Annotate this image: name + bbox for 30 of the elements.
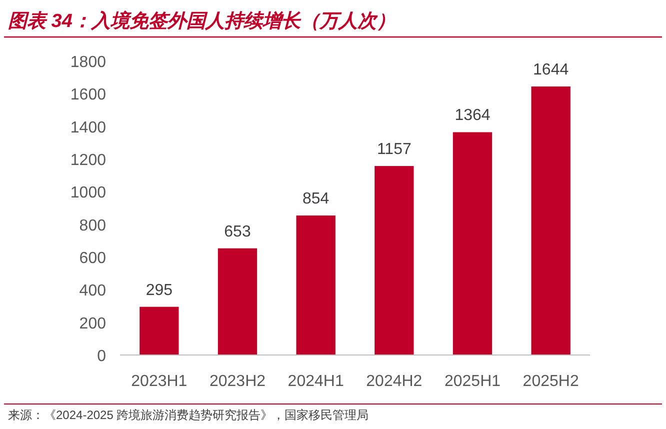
x-tick-label: 2025H1 — [444, 373, 501, 390]
y-tick-label: 600 — [79, 250, 106, 267]
x-tick-label: 2025H2 — [522, 373, 579, 390]
source-note: 来源：《2024-2025 跨境旅游消费趋势研究报告》，国家移民管理局 — [8, 408, 369, 422]
y-tick-label: 400 — [79, 282, 106, 300]
y-tick-label: 1800 — [70, 54, 106, 71]
bar — [296, 216, 336, 355]
y-tick-label: 1400 — [70, 119, 106, 136]
bar — [374, 166, 414, 355]
y-tick-label: 800 — [79, 217, 106, 234]
data-label: 653 — [224, 223, 251, 240]
y-tick-label: 0 — [97, 348, 106, 365]
x-tick-label: 2024H2 — [366, 373, 422, 390]
y-tick-label: 200 — [79, 315, 106, 332]
x-tick-label: 2023H2 — [209, 373, 266, 390]
bar — [531, 86, 570, 355]
data-label: 1157 — [376, 141, 412, 158]
bar — [452, 132, 492, 355]
y-tick-label: 1200 — [70, 152, 106, 169]
bar — [140, 306, 179, 355]
chart-title: 图表 34：入境免签外国人持续增长（万人次） — [8, 10, 396, 32]
data-label: 1644 — [533, 61, 569, 78]
data-label: 1364 — [454, 107, 490, 124]
data-label: 854 — [302, 190, 330, 208]
x-tick-label: 2024H1 — [288, 373, 344, 390]
y-tick-label: 1000 — [70, 184, 106, 202]
x-tick-label: 2023H1 — [131, 373, 188, 390]
bar — [218, 248, 258, 355]
y-tick-label: 1600 — [70, 86, 106, 104]
data-label: 295 — [146, 282, 173, 299]
